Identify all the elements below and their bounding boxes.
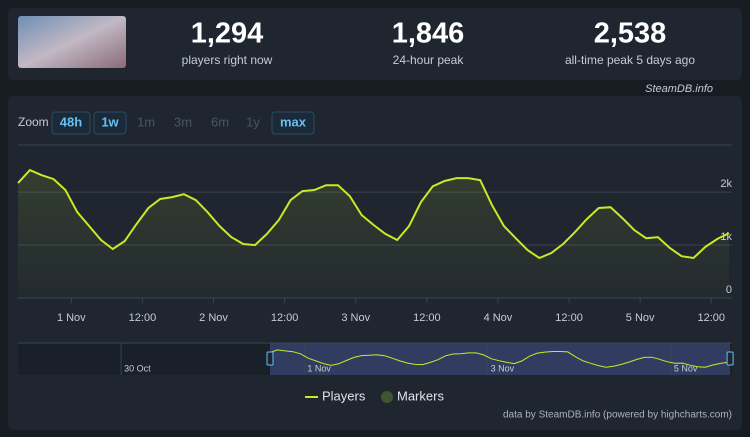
navigator-tick-label: 5 Nov — [674, 363, 698, 373]
zoom-button-label[interactable]: 1y — [246, 114, 260, 129]
line — [17, 168, 730, 260]
x-tick-label: 12:00 — [271, 312, 299, 324]
stat-value: 1,846 — [392, 18, 465, 50]
zoom-button[interactable] — [93, 111, 127, 135]
stat-label: players right now — [182, 53, 273, 67]
zoom-button-label[interactable]: 6m — [211, 114, 229, 129]
stats-panel — [8, 8, 742, 80]
stat-label: all-time peak 5 days ago — [565, 53, 695, 67]
zoom-button[interactable] — [51, 111, 91, 135]
navigator-tick-label: 30 Oct — [124, 363, 151, 373]
credits: data by SteamDB.info (powered by highcha… — [503, 410, 732, 421]
navigator-selection[interactable] — [270, 343, 731, 375]
zoom-button-label[interactable]: max — [280, 114, 307, 129]
x-tick-label: 2 Nov — [199, 312, 228, 324]
game-image — [18, 16, 126, 68]
zoom-button-label[interactable]: 3m — [174, 114, 192, 129]
legend-label[interactable]: Markers — [397, 388, 444, 403]
stat-value: 2,538 — [594, 18, 667, 50]
x-tick-label: 1 Nov — [57, 312, 86, 324]
x-tick-label: 12:00 — [413, 312, 441, 324]
navigator-tick-label: 3 Nov — [491, 363, 515, 373]
x-tick-label: 12:00 — [697, 312, 725, 324]
zoom-button-label[interactable]: 48h — [60, 114, 82, 129]
legend-swatch — [381, 391, 393, 403]
area — [18, 170, 730, 298]
navigator-tick-label: 1 Nov — [307, 363, 331, 373]
zoom-button-label[interactable]: 1w — [101, 114, 119, 129]
zoom-button-label[interactable]: 1m — [137, 114, 155, 129]
x-tick-label: 12:00 — [129, 312, 157, 324]
navigator-handle[interactable] — [726, 351, 734, 366]
source: SteamDB.info — [645, 83, 713, 95]
zoom-button[interactable] — [271, 111, 315, 135]
x-tick-label: 12:00 — [555, 312, 583, 324]
navigator-line — [269, 349, 729, 368]
legend-label[interactable]: Players — [322, 388, 366, 403]
x-tick-label: 4 Nov — [484, 312, 513, 324]
x-tick-label: 5 Nov — [626, 312, 655, 324]
stat-value: 1,294 — [191, 18, 264, 50]
x-tick-label: 3 Nov — [341, 312, 370, 324]
stat-label: 24-hour peak — [393, 53, 465, 67]
y-tick-label: 2k — [720, 178, 732, 190]
zoom-label: Zoom — [18, 115, 49, 129]
navigator-handle[interactable] — [266, 351, 274, 366]
